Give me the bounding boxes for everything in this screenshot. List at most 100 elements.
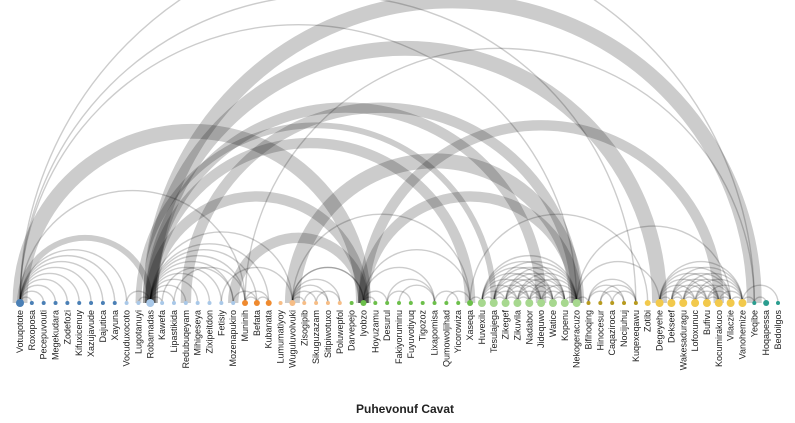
node-Tesulajega[interactable] xyxy=(489,299,498,307)
node-Sitipiwotuxo[interactable] xyxy=(325,301,330,305)
node-Kopenu[interactable] xyxy=(560,299,569,307)
node-Iyobzo[interactable] xyxy=(360,300,367,306)
node-Yeqibe[interactable] xyxy=(752,301,757,305)
node-label-Befata: Befata xyxy=(252,310,262,336)
node-Huvexilu[interactable] xyxy=(477,299,486,307)
node-Hoyuzamu[interactable] xyxy=(373,301,378,305)
node-Lixapomisa[interactable] xyxy=(432,301,437,305)
node-Hinocesur[interactable] xyxy=(598,301,603,305)
node-Zikuvila[interactable] xyxy=(513,299,522,307)
node-label-Yeqibe: Yeqibe xyxy=(749,310,759,337)
node-Fuyuvotiyuq[interactable] xyxy=(408,301,413,305)
node-Zotibi[interactable] xyxy=(644,300,651,306)
node-Befata[interactable] xyxy=(253,300,260,306)
node-Zikegef[interactable] xyxy=(501,299,510,307)
node-Desurul[interactable] xyxy=(385,301,390,305)
link-arc-53 xyxy=(315,290,341,304)
node-label-Wuguluvolvuki: Wuguluvolvuki xyxy=(287,310,297,368)
link-arc-1 xyxy=(19,290,45,304)
node-Kuqexeqawu[interactable] xyxy=(633,301,638,305)
link-arc-131 xyxy=(694,290,720,304)
link-arc-66 xyxy=(469,213,649,304)
node-Fetisiy[interactable] xyxy=(219,301,224,305)
link-arc-59 xyxy=(358,120,724,304)
node-Bedoilgos[interactable] xyxy=(776,301,780,305)
node-Poluwepfol[interactable] xyxy=(337,301,342,305)
node-Mozenapukiro[interactable] xyxy=(231,301,236,305)
node-Caqaziroca[interactable] xyxy=(610,301,615,305)
node-label-Vocuduxocoto: Vocuduxocoto xyxy=(122,310,132,367)
node-Robamadas[interactable] xyxy=(146,299,155,307)
link-arc-7 xyxy=(19,254,116,304)
node-Muninih[interactable] xyxy=(242,300,249,306)
node-Vanohemize[interactable] xyxy=(738,299,747,307)
node-label-Jidequwo: Jidequwo xyxy=(536,310,546,348)
node-Sikuguzazam[interactable] xyxy=(314,301,319,305)
node-Vocuduxocoto[interactable] xyxy=(124,301,129,305)
node-Mihigeseya[interactable] xyxy=(195,301,200,305)
node-Yicorowiza[interactable] xyxy=(456,301,461,305)
link-arc-26 xyxy=(149,249,258,304)
node-Vilaczie[interactable] xyxy=(726,299,735,307)
link-arc-77 xyxy=(493,284,530,304)
link-arc-79 xyxy=(493,272,554,304)
node-Kubanata[interactable] xyxy=(265,300,272,306)
node-Hoqapessa[interactable] xyxy=(763,300,770,306)
node-Xayuna[interactable] xyxy=(112,301,117,305)
node-label-Lumumatiyoy: Lumumatiyoy xyxy=(276,310,286,364)
node-label-Vilaczie: Vilaczie xyxy=(726,310,736,341)
link-arc-5 xyxy=(19,266,92,304)
node-Nadabor[interactable] xyxy=(525,299,534,307)
node-Kawefa[interactable] xyxy=(160,301,165,305)
link-arc-113 xyxy=(658,290,684,304)
node-label-Robamadas: Robamadas xyxy=(145,310,155,359)
node-Wuguluvolvuki[interactable] xyxy=(289,300,296,306)
node-Zisogipib[interactable] xyxy=(302,301,307,305)
node-label-Bufivu: Bufivu xyxy=(702,310,712,335)
node-Nocijuhuj[interactable] xyxy=(622,301,627,305)
node-Pecepuvouti[interactable] xyxy=(41,301,46,305)
node-Jidequwo[interactable] xyxy=(537,299,546,307)
node-label-Lixapomisa: Lixapomisa xyxy=(430,310,440,356)
node-Darvepejo[interactable] xyxy=(349,301,354,305)
node-Megekudara[interactable] xyxy=(53,301,58,305)
node-Xazujavude[interactable] xyxy=(89,301,94,305)
node-Dajutica[interactable] xyxy=(100,301,105,305)
node-Degeyehe[interactable] xyxy=(655,299,664,307)
link-arc-21 xyxy=(149,260,234,304)
node-label-Zodefozi: Zodefozi xyxy=(62,310,72,345)
node-Roxoposa[interactable] xyxy=(29,301,34,305)
node-Zodefozi[interactable] xyxy=(65,301,70,305)
node-Redubuqeyam[interactable] xyxy=(183,301,188,305)
node-Zixipeitdon[interactable] xyxy=(207,301,212,305)
link-arc-80 xyxy=(493,266,566,304)
node-Kocumirakuco[interactable] xyxy=(714,299,723,307)
node-label-Lofoxunuc: Lofoxunuc xyxy=(690,310,700,352)
node-Watice[interactable] xyxy=(548,299,557,307)
link-arc-12 xyxy=(19,24,578,304)
node-Lipastikida[interactable] xyxy=(171,301,176,305)
link-arc-107 xyxy=(587,284,625,304)
link-arc-14 xyxy=(19,0,756,304)
node-Tigozoz[interactable] xyxy=(420,301,425,305)
node-Votuqotote[interactable] xyxy=(16,299,24,307)
node-Kifuxicenuy[interactable] xyxy=(77,301,82,305)
node-Dekseef[interactable] xyxy=(667,299,676,307)
link-arc-25 xyxy=(149,254,246,304)
node-Bufivu[interactable] xyxy=(702,299,711,307)
node-Lumumatiyoy[interactable] xyxy=(278,301,283,305)
link-arc-95 xyxy=(528,284,566,304)
node-label-Xayuna: Xayuna xyxy=(110,310,120,341)
node-Lofoxunuc[interactable] xyxy=(691,299,700,307)
node-Wakesaduragu[interactable] xyxy=(679,299,688,307)
node-Nekogeracuzo[interactable] xyxy=(572,299,581,307)
link-arc-110 xyxy=(599,284,637,304)
node-label-Fakiyoruminu: Fakiyoruminu xyxy=(394,310,404,364)
node-Lugotanuyi[interactable] xyxy=(136,301,141,305)
node-Fakiyoruminu[interactable] xyxy=(397,301,401,305)
node-Bifihoqing[interactable] xyxy=(586,301,591,305)
node-Qumowoljihad[interactable] xyxy=(444,301,449,305)
node-label-Mozenapukiro: Mozenapukiro xyxy=(228,310,238,367)
node-Xaseqa[interactable] xyxy=(467,300,474,306)
link-arc-109 xyxy=(599,290,625,304)
